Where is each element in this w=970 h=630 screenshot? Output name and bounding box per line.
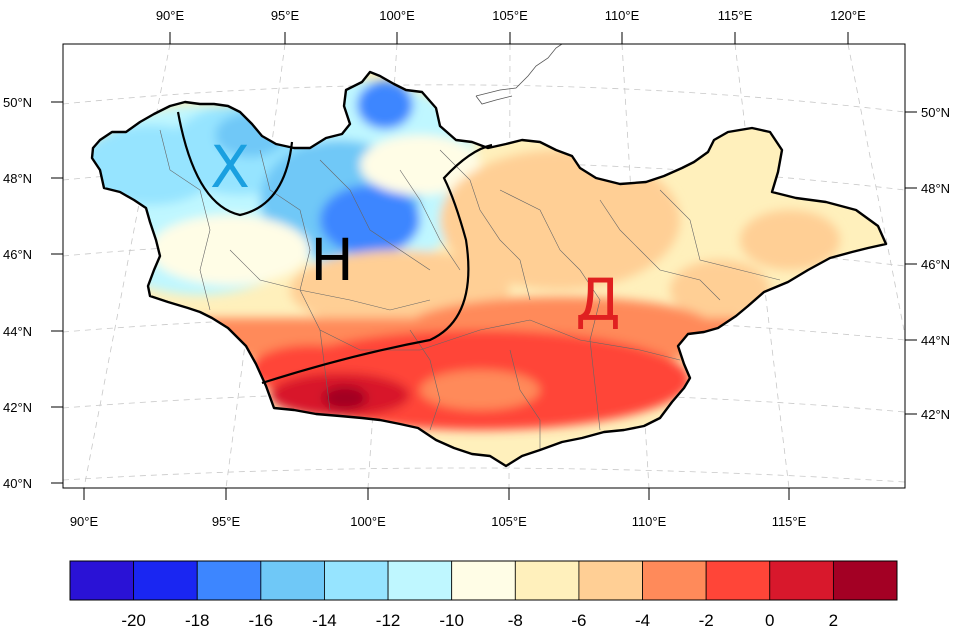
field-peak: [323, 386, 367, 410]
colorbar-tick-label: -8: [508, 611, 523, 630]
colorbar-box: [832, 560, 898, 601]
neighbor-border-lower: [475, 95, 513, 105]
field-cold-core: [320, 185, 420, 255]
colorbar-tick-label: 2: [829, 611, 838, 630]
zone-label-east: Д: [575, 266, 620, 334]
colorbar-tick-label: -12: [376, 611, 401, 630]
colorbar-tick-label: -16: [249, 611, 274, 630]
left-latitude-axis: 50°N 48°N 46°N 44°N 42°N 40°N: [3, 95, 63, 491]
colorbar-box: [578, 560, 643, 601]
colorbar-tick-label: -14: [312, 611, 337, 630]
colorbar-tick-label: -20: [121, 611, 146, 630]
right-latitude-axis: 50°N 48°N 46°N 44°N 42°N: [905, 105, 950, 422]
colorbar-box: [196, 560, 262, 601]
top-lon-label: 120°E: [830, 8, 866, 23]
top-lon-label: 95°E: [271, 8, 300, 23]
bottom-longitude-axis: 90°E 95°E 100°E 105°E 110°E 115°E: [70, 488, 807, 529]
right-lat-label: 42°N: [921, 407, 950, 422]
zone-boundary-west: [176, 111, 294, 217]
colorbar-tick-label: -4: [635, 611, 650, 630]
left-lat-label: 40°N: [3, 476, 32, 491]
field-cold-khuvsgul: [357, 81, 413, 129]
zone-label-west: Х: [210, 133, 250, 201]
bottom-lon-label: 90°E: [70, 514, 99, 529]
colorbar-tick-label: -2: [699, 611, 714, 630]
map-frame: [62, 43, 906, 489]
left-lat-label: 48°N: [3, 171, 32, 186]
top-lon-label: 115°E: [718, 8, 753, 23]
colorbar-tick-label: -10: [439, 611, 464, 630]
province-boundaries: [159, 129, 781, 450]
colorbar-box: [514, 560, 580, 601]
top-lon-label: 110°E: [605, 8, 640, 23]
graticule-50n: [62, 84, 906, 113]
bottom-lon-label: 115°E: [772, 514, 807, 529]
top-longitude-axis: 90°E 95°E 100°E 105°E 110°E 115°E 120°E: [156, 8, 866, 44]
bottom-lon-label: 105°E: [491, 514, 527, 529]
colorbar-tick-labels: -20 -18 -16 -14 -12 -10 -8 -6 -4 -2 0 2: [121, 611, 838, 630]
graticule-120e: [847, 43, 905, 331]
neighbor-border: [475, 43, 563, 97]
colorbar-frame: [69, 560, 898, 601]
right-lat-label: 48°N: [921, 181, 950, 196]
right-lat-label: 46°N: [921, 257, 950, 272]
right-lat-label: 50°N: [921, 105, 950, 120]
top-lon-label: 100°E: [379, 8, 415, 23]
country-outline: [90, 70, 888, 468]
colorbar-box: [642, 560, 707, 601]
colorbar-box: [133, 560, 198, 601]
zone-label-central: Н: [310, 226, 354, 294]
field-hot-pocket: [420, 370, 540, 410]
bottom-lon-label: 110°E: [632, 514, 667, 529]
colorbar-box: [769, 560, 834, 601]
field-warm-southeast: [670, 260, 770, 320]
colorbar: [69, 560, 898, 601]
bottom-lon-label: 95°E: [212, 514, 241, 529]
zone-boundary-central: [261, 143, 493, 385]
colorbar-box: [324, 560, 389, 601]
field-warm-far-east: [740, 210, 840, 270]
colorbar-box: [387, 560, 453, 601]
colorbar-box: [260, 560, 325, 601]
bottom-lon-label: 100°E: [350, 514, 386, 529]
left-lat-label: 44°N: [3, 324, 32, 339]
colorbar-tick-label: -18: [185, 611, 210, 630]
right-lat-label: 44°N: [921, 333, 950, 348]
top-lon-label: 105°E: [492, 8, 528, 23]
colorbar-box: [705, 560, 771, 601]
colorbar-tick-label: -6: [571, 611, 586, 630]
top-lon-label: 90°E: [156, 8, 185, 23]
field-neutral-north: [360, 135, 480, 195]
left-lat-label: 42°N: [3, 400, 32, 415]
left-lat-label: 46°N: [3, 247, 32, 262]
colorbar-box: [69, 560, 135, 601]
colorbar-box: [451, 560, 516, 601]
colorbar-tick-label: 0: [765, 611, 774, 630]
graticule-40n: [62, 467, 906, 483]
graticule-90e: [83, 43, 171, 489]
left-lat-label: 50°N: [3, 95, 32, 110]
